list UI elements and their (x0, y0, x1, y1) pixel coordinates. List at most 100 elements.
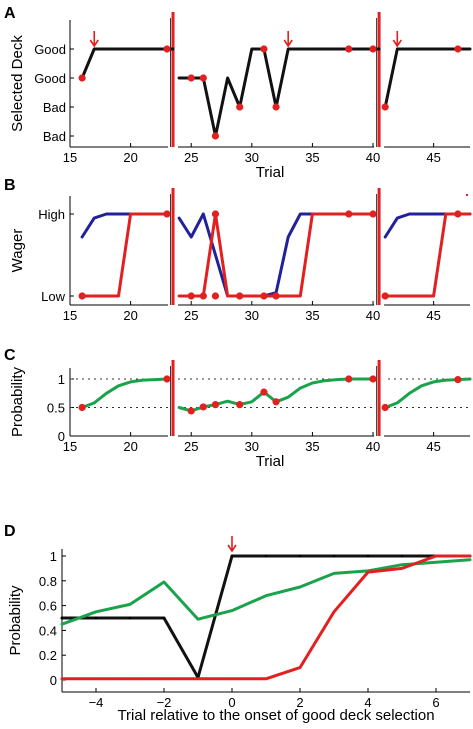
panel-c-x-tick-label: 15 (63, 439, 77, 454)
panel-c-red-dot (345, 375, 353, 383)
panel-d-y-tick-label: 0 (50, 673, 57, 688)
panel-d-black-series-line (60, 554, 472, 679)
panel-d-red-point (298, 666, 302, 669)
panel-b-y-label: Wager (9, 229, 26, 273)
panel-b-x-tick-label: 20 (123, 308, 137, 323)
panel-c-red-dot (381, 403, 389, 412)
panel-a-x-tick-label: 30 (245, 150, 259, 165)
panel-a-red-dot (260, 45, 268, 53)
panel-a-onset-arrow (283, 31, 293, 48)
panel-a-y-tick-label: Bad (43, 129, 66, 144)
panel-d-green-series-line (60, 558, 472, 626)
panel-d-x-tick-label: −2 (157, 695, 172, 710)
panel-c-x-tick-label: 35 (305, 439, 319, 454)
panel-d-x-tick-label: 4 (364, 695, 371, 710)
panel-a-letter: A (4, 5, 16, 22)
panel-a-red-dot (381, 103, 389, 111)
panel-a-red-dot (211, 132, 220, 140)
panel-d-red-point (94, 677, 98, 680)
onset-arrow-head (89, 39, 99, 48)
panel-c-x-tick-label: 40 (366, 439, 380, 454)
chart-marks (60, 12, 472, 681)
panel-a-onset-arrow (392, 31, 402, 48)
panel-b-red-dot (381, 292, 389, 300)
panel-d-red-point (128, 677, 132, 680)
panel-a-black-series-line (80, 47, 175, 80)
panel-c-green-series-line (177, 377, 375, 413)
panel-c-red-dot (163, 375, 171, 383)
panel-b-red-dot (272, 292, 280, 300)
panel-a-x-tick-label: 35 (305, 150, 319, 165)
panel-a-red-dot (454, 45, 462, 53)
panel-b-red-dot (454, 210, 462, 218)
panel-b-red-dot (187, 292, 195, 300)
panel-a-red-dot (236, 103, 244, 111)
panel-d-red-point (400, 567, 404, 570)
panel-c-y-tick-label: 0.5 (47, 401, 65, 416)
panel-b-x-tick-label: 30 (245, 308, 259, 323)
panel-b-x-tick-label: 15 (63, 308, 77, 323)
panel-c-red-dot (272, 398, 280, 406)
panel-a-y-tick-label: Bad (43, 100, 66, 115)
panel-d-x-tick-label: 6 (432, 695, 439, 710)
panel-b-red-dot (163, 210, 171, 218)
panel-a-x-label: Trial (256, 164, 285, 181)
panel-b-y-tick-label: High (38, 207, 65, 222)
panel-c-green-series-line (383, 377, 472, 409)
panel-b-x-tick-label: 25 (184, 308, 198, 323)
panel-d-black-point (162, 616, 166, 620)
panel-d-red-point (230, 677, 234, 680)
panel-b-red-dot (199, 292, 207, 300)
panel-c-green-series-line (80, 377, 169, 409)
panel-c-red-dot (260, 388, 268, 396)
panel-b-blue-series-line (80, 212, 169, 239)
panel-d-y-tick-label: 0.2 (39, 648, 57, 663)
panel-d-y-tick-label: 0.6 (39, 599, 57, 614)
panel-d-red-point (468, 554, 472, 558)
panel-a-onset-arrow (89, 31, 99, 48)
panel-a-x-tick-label: 25 (184, 150, 198, 165)
panel-a-red-dot (199, 74, 207, 82)
panel-d-black-point (400, 554, 404, 558)
panel-d-letter: D (4, 523, 16, 540)
panel-a-red-dot (187, 74, 195, 82)
panel-d-onset-arrow (227, 536, 237, 553)
panel-d-red-point (332, 610, 336, 613)
panel-d-black-point (94, 616, 98, 620)
panel-c-x-label: Trial (256, 453, 285, 470)
panel-d-red-point (162, 677, 166, 680)
panel-c-letter: C (4, 347, 16, 364)
panel-b-red-dot (211, 210, 220, 218)
panel-a-y-label: Selected Deck (9, 35, 26, 132)
panel-d-x-tick-label: 0 (228, 695, 235, 710)
panel-c-y-tick-label: 0 (58, 429, 65, 444)
panel-c-red-dot (211, 401, 220, 409)
onset-arrow-head (227, 544, 237, 553)
panel-b-letter: B (4, 177, 16, 194)
panel-c-y-label: Probability (9, 366, 26, 437)
panel-c-red-dot (369, 375, 377, 383)
panel-b-x-tick-label: 35 (305, 308, 319, 323)
panel-a-x-tick-label: 45 (426, 150, 440, 165)
panel-c-red-dot (78, 403, 86, 412)
panel-d-black-point (298, 554, 302, 558)
panel-d-black-point (230, 554, 234, 558)
panel-a-x-tick-label: 20 (123, 150, 137, 165)
panel-d-black-point (128, 616, 132, 620)
panel-d-red-point (264, 677, 268, 680)
panel-c-x-tick-label: 20 (123, 439, 137, 454)
panel-b-x-tick-label: 40 (366, 308, 380, 323)
panel-b-red-dot (345, 210, 353, 218)
panel-d-x-tick-label: −4 (89, 695, 104, 710)
panel-d-y-tick-label: 0.8 (39, 574, 57, 589)
panel-d-x-label: Trial relative to the onset of good deck… (117, 707, 434, 724)
panel-d-y-tick-label: 1 (50, 549, 57, 564)
onset-arrow-head (283, 39, 293, 48)
panel-frames (61, 20, 470, 693)
panel-d-x-tick-label: 2 (296, 695, 303, 710)
panel-c-red-dot (454, 375, 462, 384)
panel-b-x-tick-label: 45 (426, 308, 440, 323)
panel-d-black-point (332, 554, 336, 558)
panel-a-red-dot (369, 45, 377, 53)
